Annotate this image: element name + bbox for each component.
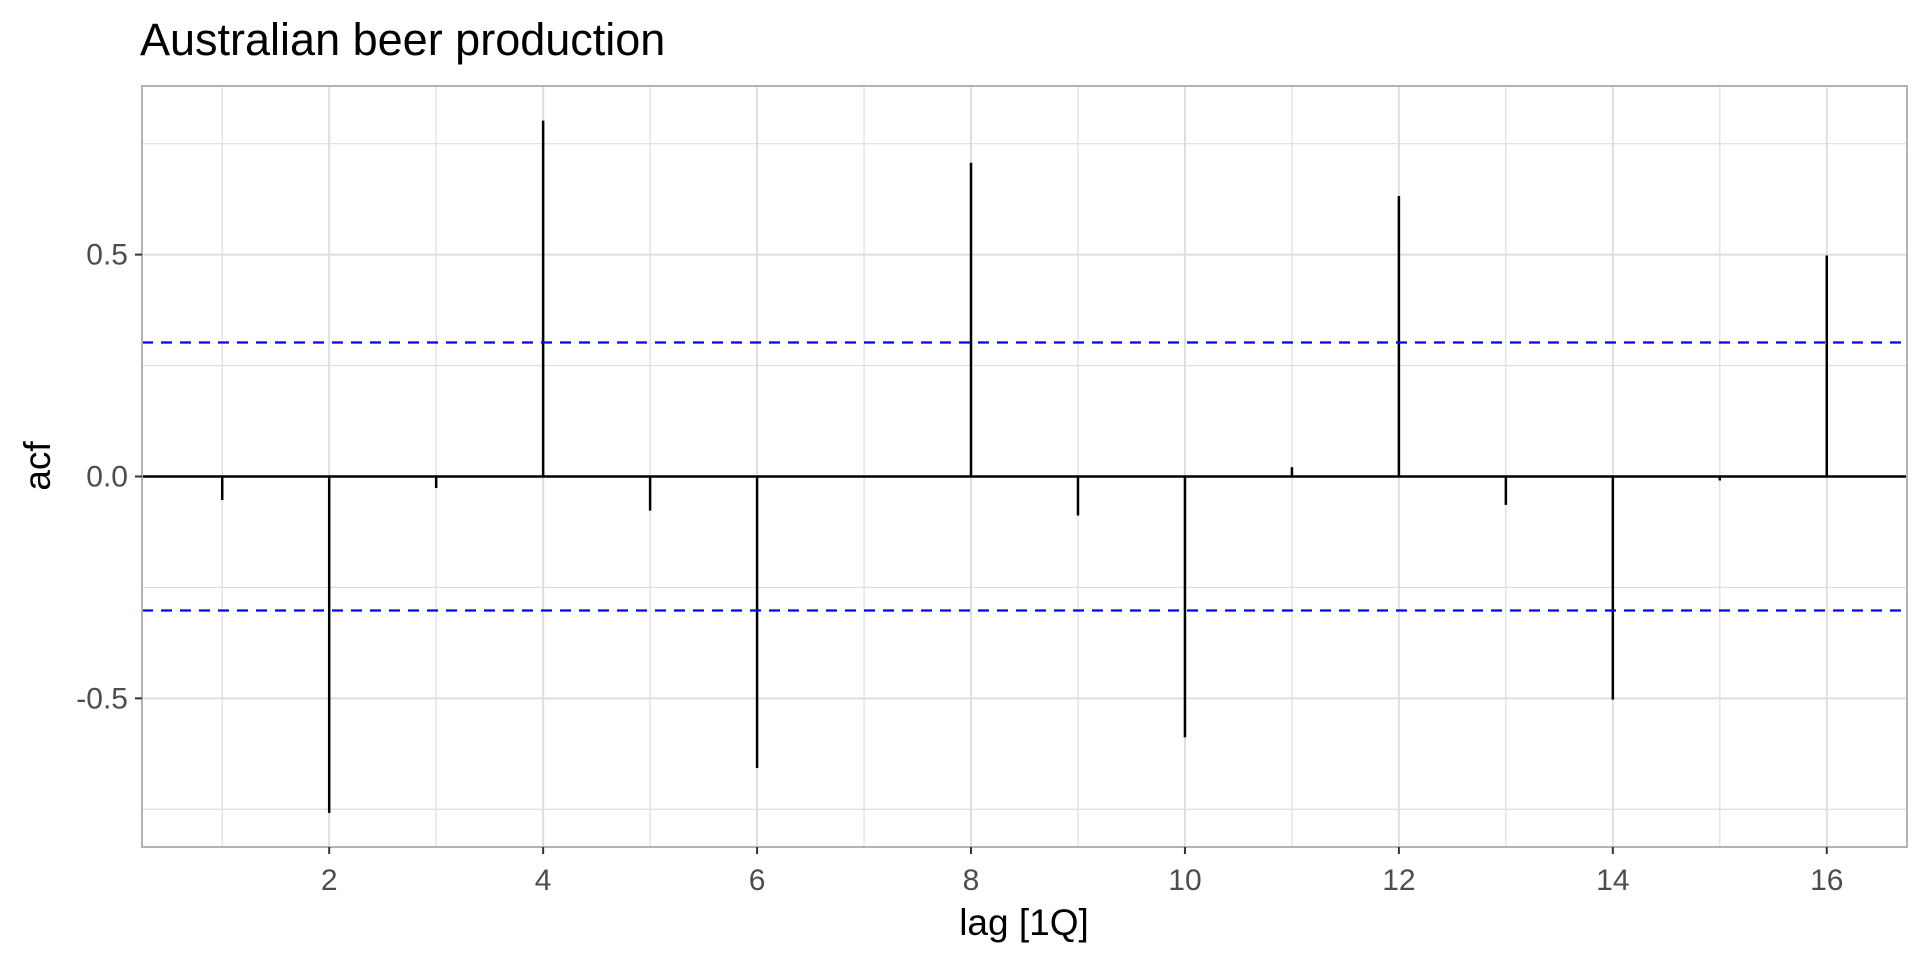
x-tick-label: 4 bbox=[535, 864, 552, 897]
x-tick-label: 10 bbox=[1168, 864, 1201, 897]
y-tick-label: 0.5 bbox=[86, 239, 128, 272]
y-tick-label: -0.5 bbox=[76, 682, 128, 715]
acf-bars bbox=[220, 120, 1829, 813]
x-tick-label: 2 bbox=[321, 864, 338, 897]
y-tick-label: 0.0 bbox=[86, 460, 128, 493]
y-axis-title: acf bbox=[17, 441, 58, 491]
y-axis-ticks: 0.5 0.0 -0.5 bbox=[76, 239, 142, 715]
x-tick-label: 16 bbox=[1810, 864, 1843, 897]
x-tick-label: 8 bbox=[963, 864, 980, 897]
x-axis-title: lag [1Q] bbox=[959, 902, 1089, 943]
x-tick-label: 6 bbox=[749, 864, 766, 897]
plot-panel bbox=[142, 86, 1907, 847]
chart-title: Australian beer production bbox=[140, 14, 665, 65]
x-tick-label: 14 bbox=[1596, 864, 1629, 897]
x-tick-label: 12 bbox=[1382, 864, 1415, 897]
x-axis-ticks: 2 4 6 8 10 12 14 16 bbox=[321, 847, 1843, 897]
confidence-bounds bbox=[142, 341, 1907, 612]
panel-border bbox=[141, 85, 1908, 848]
